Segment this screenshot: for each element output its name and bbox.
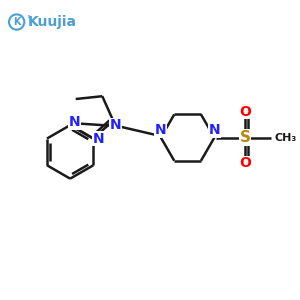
Text: N: N [69, 115, 81, 129]
Text: N: N [109, 118, 121, 132]
Text: CH₃: CH₃ [274, 133, 297, 142]
Text: Kuujia: Kuujia [28, 15, 77, 29]
Text: N: N [92, 131, 104, 146]
Text: °: ° [26, 15, 30, 24]
Text: N: N [208, 123, 220, 137]
Text: N: N [155, 123, 167, 137]
Text: O: O [239, 105, 251, 119]
Text: K: K [13, 17, 20, 27]
Text: O: O [239, 156, 251, 170]
Text: S: S [239, 130, 250, 145]
